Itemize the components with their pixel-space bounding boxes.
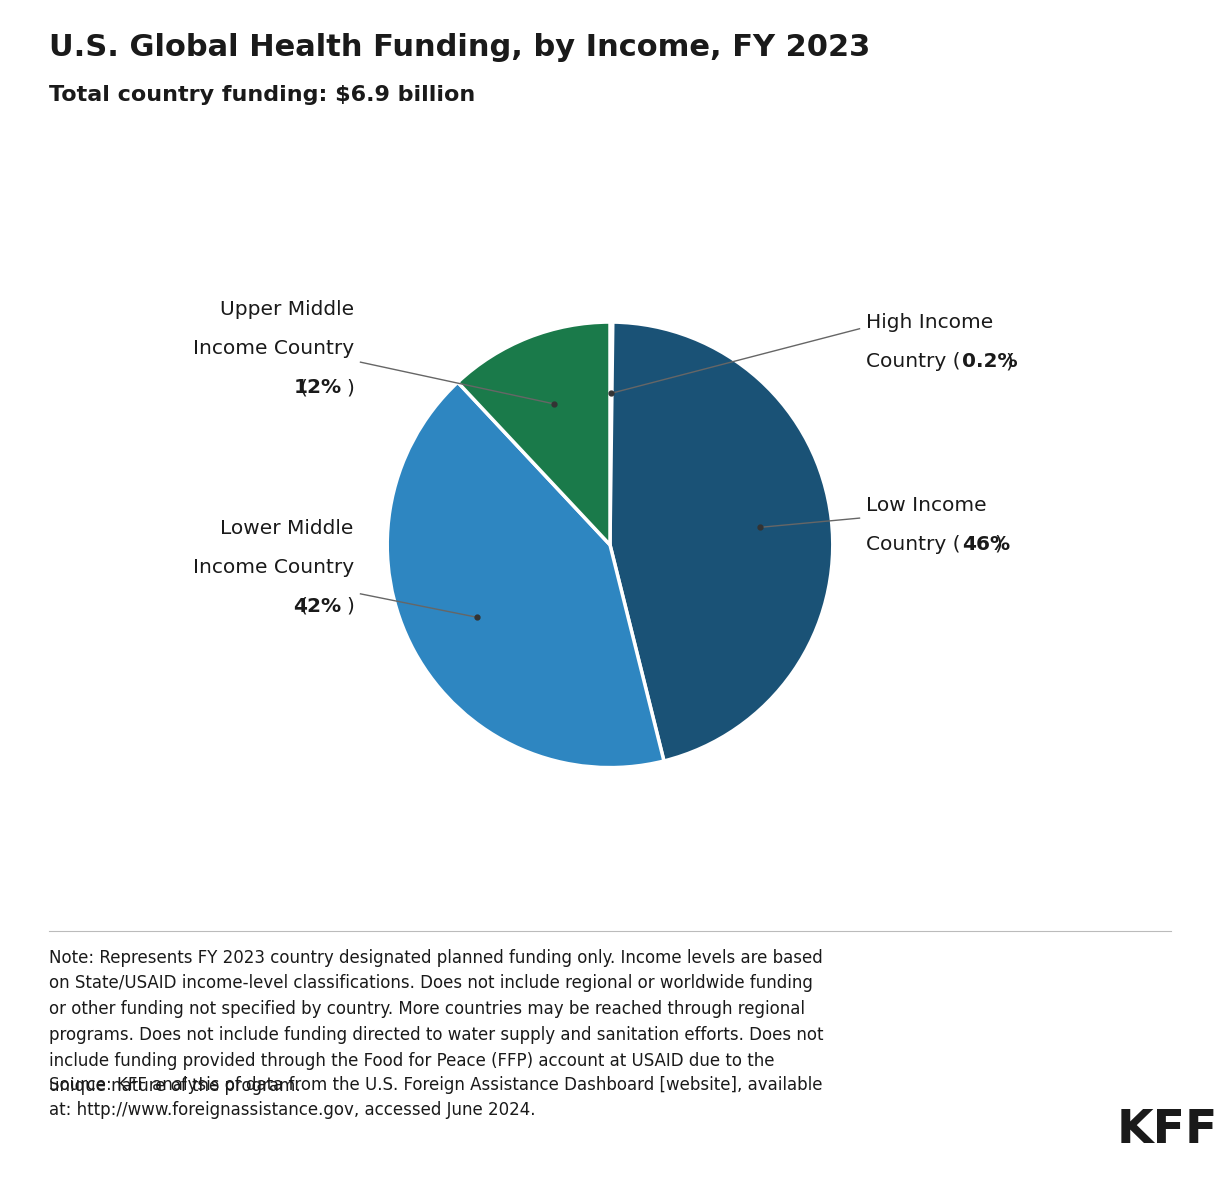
Text: 0.2%: 0.2% — [963, 352, 1017, 371]
Text: ): ) — [1005, 352, 1013, 371]
Text: Total country funding: $6.9 billion: Total country funding: $6.9 billion — [49, 85, 475, 106]
Text: ): ) — [994, 535, 1003, 554]
Text: (: ( — [299, 597, 306, 616]
Text: 42%: 42% — [294, 597, 342, 616]
Text: Income Country: Income Country — [193, 339, 354, 358]
Text: Lower Middle: Lower Middle — [221, 518, 354, 537]
Text: Note: Represents FY 2023 country designated planned funding only. Income levels : Note: Represents FY 2023 country designa… — [49, 949, 824, 1096]
Text: Low Income: Low Income — [866, 496, 987, 515]
Text: High Income: High Income — [866, 313, 993, 332]
Text: 46%: 46% — [963, 535, 1010, 554]
Wedge shape — [610, 323, 833, 761]
Wedge shape — [610, 323, 612, 544]
Text: U.S. Global Health Funding, by Income, FY 2023: U.S. Global Health Funding, by Income, F… — [49, 33, 870, 62]
Text: Income Country: Income Country — [193, 557, 354, 576]
Wedge shape — [387, 382, 664, 767]
Text: 12%: 12% — [294, 378, 342, 397]
Text: Country (: Country ( — [866, 535, 960, 554]
Text: ): ) — [346, 378, 354, 397]
Text: KFF: KFF — [1116, 1108, 1218, 1153]
Wedge shape — [458, 323, 610, 544]
Text: ): ) — [346, 597, 354, 616]
Text: Country (: Country ( — [866, 352, 960, 371]
Text: Upper Middle: Upper Middle — [220, 300, 354, 319]
Text: Source: KFF analysis of data from the U.S. Foreign Assistance Dashboard [website: Source: KFF analysis of data from the U.… — [49, 1076, 822, 1120]
Text: (: ( — [299, 378, 306, 397]
